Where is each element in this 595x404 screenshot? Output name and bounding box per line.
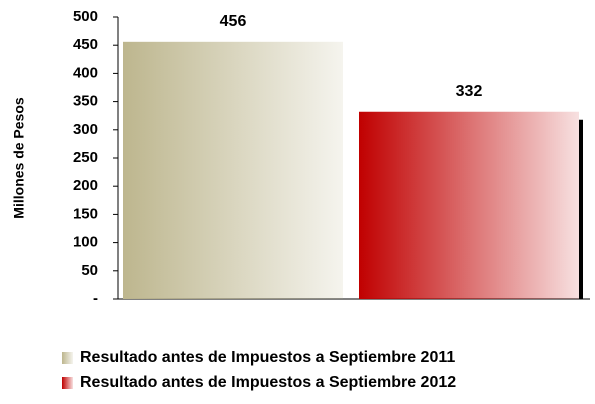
legend-swatch <box>62 352 73 364</box>
y-tick-label: 350 <box>73 93 98 110</box>
y-axis-label: Millones de Pesos <box>11 97 27 219</box>
y-tick-label: 100 <box>73 234 98 251</box>
y-tick-label: 450 <box>73 36 98 53</box>
value-label: 332 <box>456 83 483 100</box>
y-tick-label: 400 <box>73 64 98 81</box>
value-label: 456 <box>220 13 247 30</box>
y-tick-label: 200 <box>73 177 98 194</box>
bar <box>359 111 579 299</box>
y-tick-label: 300 <box>73 121 98 138</box>
y-tick-label: 250 <box>73 149 98 166</box>
legend-swatch <box>62 377 73 389</box>
bar-shadow <box>579 119 583 299</box>
legend-label: Resultado antes de Impuestos a Septiembr… <box>80 349 455 366</box>
bar <box>123 41 343 299</box>
y-tick-label: 500 <box>73 8 98 25</box>
y-tick-label: 150 <box>73 205 98 222</box>
y-tick-label: 50 <box>81 262 98 279</box>
y-tick-label: - <box>93 290 98 307</box>
legend-label: Resultado antes de Impuestos a Septiembr… <box>80 374 456 391</box>
